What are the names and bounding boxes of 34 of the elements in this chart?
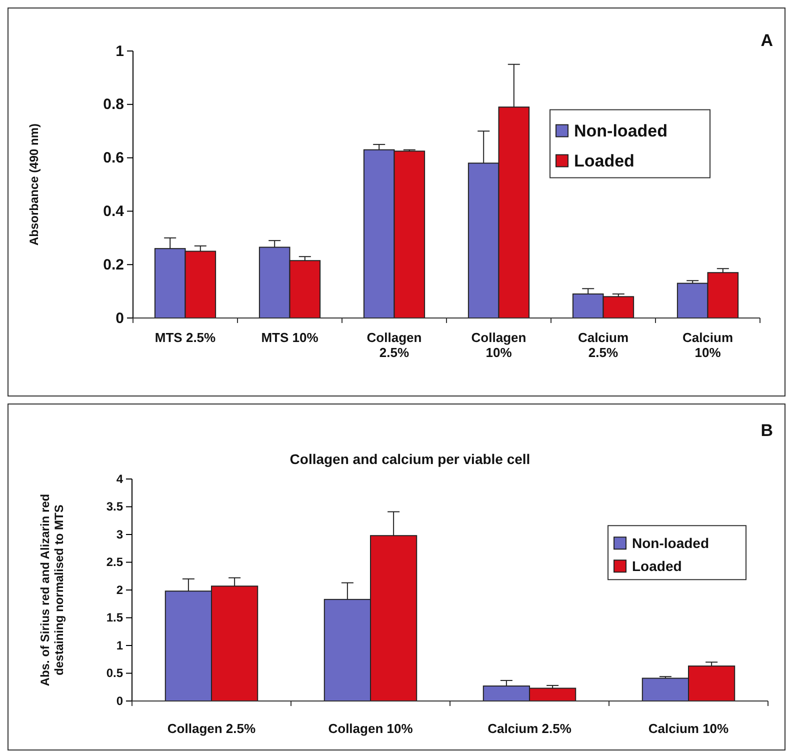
y-tick-label: 2.5: [106, 555, 124, 570]
y-tick-label: 1: [116, 42, 124, 60]
x-tick-label: Collagen 10%: [328, 721, 414, 736]
legend-label: Loaded: [574, 152, 634, 171]
legend-label: Loaded: [632, 558, 682, 574]
x-tick-label: MTS 10%: [261, 330, 319, 345]
y-tick-label: 0: [116, 310, 124, 327]
y-tick-label: 0.2: [103, 256, 124, 274]
legend-label: Non-loaded: [632, 535, 709, 552]
y-tick-label: 2: [116, 582, 124, 597]
y-tick-label: 0.8: [103, 96, 124, 114]
legend-label: Non-loaded: [574, 122, 668, 141]
x-tick-label: Collagen 10%: [471, 330, 526, 360]
text: A: [760, 31, 773, 50]
x-tick-label: Calcium 2.5%: [488, 721, 572, 736]
text: B: [760, 421, 773, 440]
x-tick-label: Calcium 2.5%: [578, 330, 629, 360]
x-tick-label: Calcium 10%: [648, 721, 730, 736]
y-tick-label: 0.6: [103, 150, 124, 167]
chart-title: Collagen and calcium per viable cell: [290, 451, 530, 467]
y-tick-label: 0.5: [106, 666, 124, 680]
y-tick-label: 1.5: [106, 610, 124, 625]
y-tick-label: 0: [116, 694, 124, 708]
x-tick-label: Collagen 2.5%: [167, 721, 256, 736]
y-tick-label: 3.5: [106, 500, 124, 514]
y-tick-label: 0.4: [103, 203, 125, 220]
x-tick-label: MTS 2.5%: [154, 330, 216, 345]
y-axis-title: Abs. of Sirius red and Alizarin red destaining normalised to MTS: [38, 494, 66, 686]
y-tick-label: 3: [116, 527, 124, 542]
x-tick-label: Collagen 2.5%: [366, 330, 422, 360]
y-tick-label: 1: [116, 638, 124, 652]
y-tick-label: 4: [116, 472, 124, 486]
x-tick-label: Calcium 10%: [682, 330, 734, 360]
y-axis-title: Absorbance (490 nm): [27, 123, 41, 246]
